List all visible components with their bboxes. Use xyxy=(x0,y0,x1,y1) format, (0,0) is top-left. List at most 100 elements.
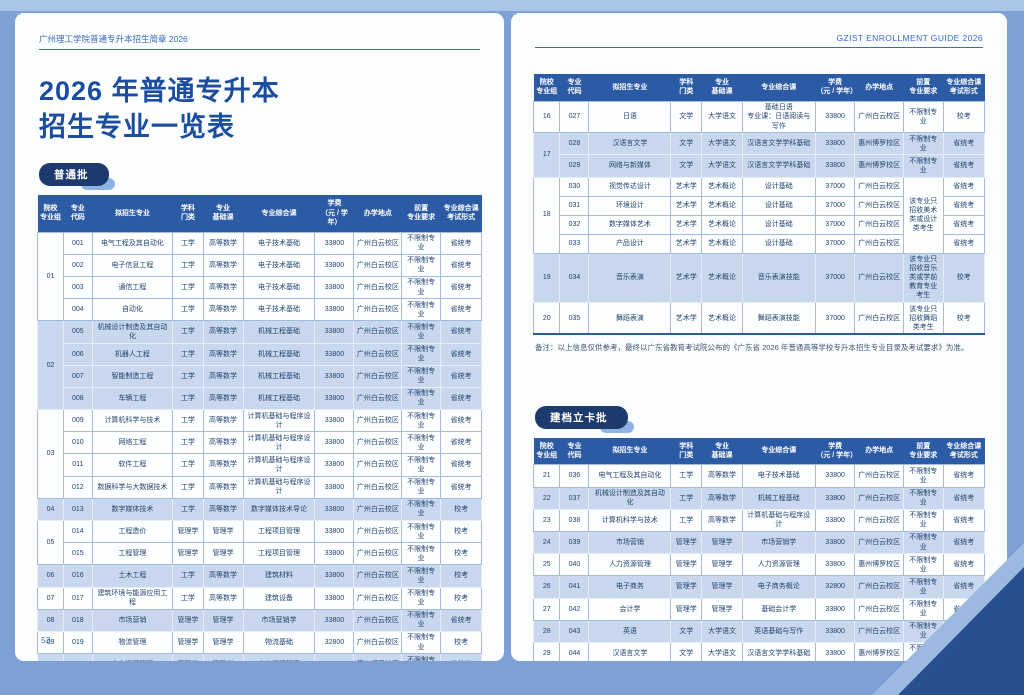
group-number-cell: 01 xyxy=(36,231,65,322)
table-header-row: 院校 专业组 专业 代码 拟招生专业 学科 门类 专业 基础课 专业综合课 学费 （元 / … xyxy=(533,74,985,102)
location-cell: 惠州博罗校区 xyxy=(854,553,904,577)
code-cell: 019 xyxy=(63,630,93,655)
major-cell: 自动化 xyxy=(91,298,174,322)
code-cell: 002 xyxy=(63,253,93,277)
discipline-cell: 工学 xyxy=(670,508,703,532)
batch-badge-archive: 建档立卡批 xyxy=(535,405,634,433)
comprehensive-cell: 工程项目管理 xyxy=(242,519,316,544)
exam-cell: 省统考 xyxy=(942,464,986,488)
code-cell: 037 xyxy=(559,486,590,510)
location-cell: 广州白云校区 xyxy=(854,252,904,304)
major-cell: 环境设计 xyxy=(588,195,672,216)
exam-cell: 校考 xyxy=(440,519,482,544)
prereq-cell: 不限制专业 xyxy=(401,386,442,411)
prereq-cell: 不限制专业 xyxy=(401,275,442,300)
exam-cell: 省统考 xyxy=(942,486,986,510)
running-header-right: GZIST ENROLLMENT GUIDE 2026 xyxy=(535,33,983,48)
running-header-left: 广州理工学院普通专升本招生简章 2026 xyxy=(39,33,480,50)
prereq-cell: 不限制专业 xyxy=(401,320,442,344)
basic-cell: 管理学 xyxy=(202,542,244,566)
code-cell: 034 xyxy=(559,252,590,304)
table-row: 21 036 电气工程及其自动化 工学 高等数学 电子技术基础 33800 广州白云校区 不限制… xyxy=(532,464,986,488)
discipline-cell: 管理学 xyxy=(172,608,204,632)
comprehensive-cell: 市场营销学 xyxy=(741,530,816,555)
basic-cell: 高等数学 xyxy=(701,508,743,532)
comprehensive-cell: 人力资源管理 xyxy=(741,553,816,577)
comprehensive-cell: 建筑材料 xyxy=(242,564,316,588)
batch-badge-general: 普通批 xyxy=(39,163,115,191)
group-number-cell: 02 xyxy=(36,320,65,411)
basic-cell: 艺术概论 xyxy=(701,252,743,304)
discipline-cell: 管理学 xyxy=(670,597,703,621)
fee-cell: 33800 xyxy=(314,608,355,632)
prereq-cell: 不限制专业 xyxy=(401,653,442,661)
exam-cell: 省统考 xyxy=(440,431,482,455)
location-cell: 广州白云校区 xyxy=(353,630,403,655)
discipline-cell: 工学 xyxy=(172,298,204,322)
fee-cell: 33800 xyxy=(314,231,355,255)
page-title-line1: 2026 年普通专升本 xyxy=(39,76,280,106)
table-row: 04 013 数字媒体技术 工学 高等数学 数字媒体技术导论 33800 广州白云校区 不限制专… xyxy=(36,497,482,522)
basic-cell: 高等数学 xyxy=(202,253,244,277)
exam-cell: 校考 xyxy=(942,302,986,335)
location-cell: 广州白云校区 xyxy=(854,214,904,235)
column-header: 学科 门类 xyxy=(670,74,702,102)
table-row: 003 通信工程 工学 高等数学 电子技术基础 33800 广州白云校区 不限制专业 省统考 xyxy=(38,275,482,300)
exam-cell: 省统考 xyxy=(942,214,986,235)
code-cell: 035 xyxy=(559,302,590,335)
code-cell: 040 xyxy=(559,553,590,577)
fee-cell: 33800 xyxy=(314,342,355,366)
comprehensive-cell: 英语基础与写作 xyxy=(741,619,816,643)
code-cell: 003 xyxy=(63,275,93,300)
column-header: 学科 门类 xyxy=(670,437,702,465)
comprehensive-cell: 数字媒体技术导论 xyxy=(242,497,316,522)
table-row: 006 机器人工程 工学 高等数学 机械工程基础 33800 广州白云校区 不限制专业 省统考 xyxy=(38,342,482,366)
fee-cell: 33800 xyxy=(814,154,856,178)
discipline-cell: 文学 xyxy=(670,100,703,134)
discipline-cell: 工学 xyxy=(172,364,204,388)
prereq-cell: 不限制专业 xyxy=(902,100,944,134)
column-header: 前置 专业要求 xyxy=(903,437,944,465)
table-row: 01 001 电气工程及其自动化 工学 高等数学 电子技术基础 33800 广州白云校区 不限制… xyxy=(36,231,482,322)
code-cell: 006 xyxy=(63,342,93,366)
location-cell: 广州白云校区 xyxy=(353,542,403,566)
location-cell: 广州白云校区 xyxy=(353,386,403,411)
major-cell: 产品设计 xyxy=(588,233,672,254)
discipline-cell: 工学 xyxy=(172,409,204,433)
fee-cell: 33800 xyxy=(314,386,355,411)
discipline-cell: 艺术学 xyxy=(670,233,703,254)
discipline-cell: 工学 xyxy=(172,253,204,277)
major-cell: 机器人工程 xyxy=(91,342,174,366)
discipline-cell: 工学 xyxy=(172,475,204,499)
location-cell: 惠州博罗校区 xyxy=(353,653,403,661)
code-cell: 011 xyxy=(63,453,93,477)
comprehensive-cell: 机械工程基础 xyxy=(242,320,316,344)
page-title: 2026 年普通专升本 招生专业一览表 xyxy=(39,74,480,145)
code-cell: 015 xyxy=(63,542,93,566)
prereq-cell: 不限制专业 xyxy=(902,464,944,488)
basic-cell: 管理学 xyxy=(701,597,743,621)
code-cell: 018 xyxy=(63,608,93,632)
column-header: 专业 代码 xyxy=(559,74,589,102)
group-number-cell: 29 xyxy=(532,641,561,661)
fee-cell: 33800 xyxy=(314,431,355,455)
group-number-cell: 08 xyxy=(36,608,65,632)
group-number-cell: 28 xyxy=(532,619,561,643)
prereq-cell: 不限制专业 xyxy=(401,608,442,632)
batch-badge-general-label: 普通批 xyxy=(39,163,109,187)
basic-cell: 管理学 xyxy=(202,630,244,655)
table-row: 26 041 电子商务 管理学 管理学 电子商务概论 32800 广州白云校区 不限制专业 省统考 xyxy=(532,575,986,599)
discipline-cell: 艺术学 xyxy=(670,176,703,197)
fee-cell: 37000 xyxy=(814,214,856,235)
exam-cell: 省统考 xyxy=(440,253,482,277)
table-row: 03 009 计算机科学与技术 工学 高等数学 计算机基础与程序设计 33800 广州白云校区… xyxy=(36,409,482,499)
group-number-cell: 25 xyxy=(532,553,561,577)
major-cell: 计算机科学与技术 xyxy=(588,508,672,532)
fee-cell: 33800 xyxy=(814,132,856,156)
group-number-cell: 16 xyxy=(532,100,561,134)
table-row: 10020人力资源管理管理学管理学人力资源管理33800惠州博罗校区不限制专业省… xyxy=(36,653,482,661)
exam-cell: 省统考 xyxy=(440,386,482,411)
code-cell: 016 xyxy=(63,564,93,588)
basic-cell: 高等数学 xyxy=(202,386,244,411)
column-header: 专业 基础课 xyxy=(701,74,743,102)
